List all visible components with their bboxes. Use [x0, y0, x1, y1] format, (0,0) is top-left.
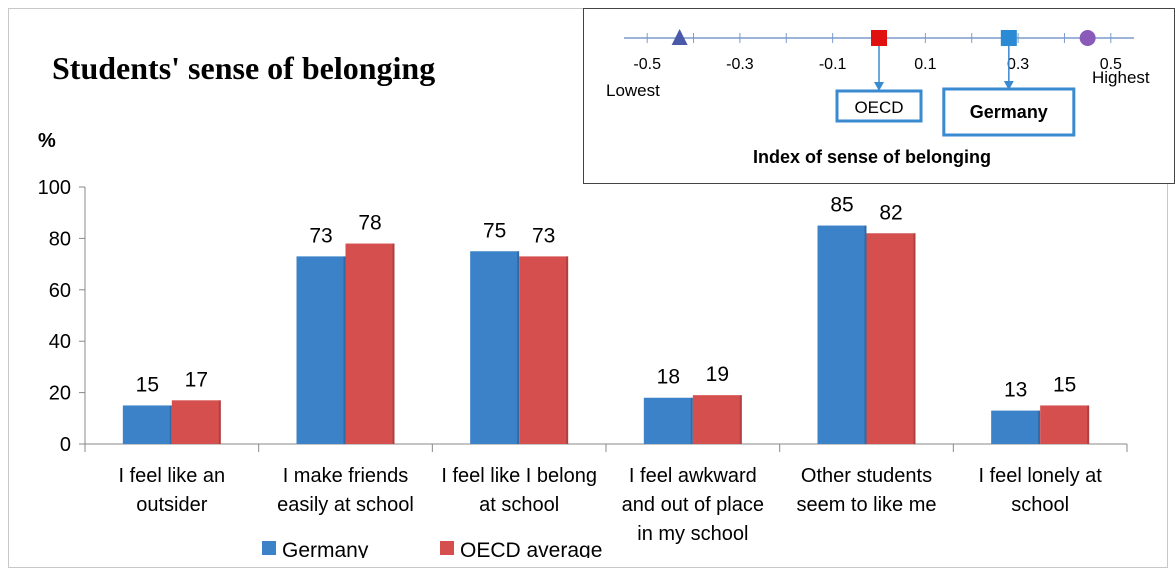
germany-bar [123, 405, 172, 444]
index-tick-label: -0.1 [819, 56, 847, 73]
index-lowest-label: Lowest [606, 81, 660, 100]
category-label: at school [479, 494, 559, 516]
category-label: and out of place [622, 494, 764, 516]
legend-label-oecd: OECD average [460, 539, 602, 558]
legend-label-germany: Germany [282, 539, 369, 558]
oecd-value-label: 17 [185, 368, 208, 391]
germany-value-label: 75 [483, 219, 506, 242]
category-label: I make friends [283, 465, 409, 487]
category-label: I feel like an [118, 465, 225, 487]
y-tick-label: 60 [49, 280, 71, 302]
oecd-bar [346, 244, 395, 444]
oecd-value-label: 19 [706, 363, 729, 386]
oecd-callout-label: OECD [854, 98, 903, 117]
y-tick-label: 80 [49, 228, 71, 250]
category-label: easily at school [277, 494, 414, 516]
index-highest-label: Highest [1092, 68, 1150, 87]
category-label: Other students [801, 465, 932, 487]
germany-bar [644, 398, 693, 444]
y-tick-label: 100 [38, 177, 71, 199]
index-tick-label: 0.1 [914, 56, 936, 73]
index-inset-panel: -0.5 -0.3 -0.1 0.1 0.3 0.5 Lowest Highest OECD Ge… [583, 8, 1175, 184]
category-label: in my school [637, 523, 748, 545]
index-chart-title: Index of sense of belonging [753, 147, 991, 167]
y-tick-label: 20 [49, 383, 71, 405]
oecd-bar [693, 395, 742, 444]
oecd-bar [519, 256, 568, 444]
germany-bar [297, 256, 346, 444]
germany-value-label: 85 [830, 194, 853, 217]
index-tick-label: -0.5 [633, 56, 661, 73]
germany-value-label: 13 [1004, 379, 1027, 402]
category-label: school [1011, 494, 1069, 516]
category-label: I feel lonely at [978, 465, 1102, 487]
oecd-value-label: 82 [879, 201, 902, 224]
category-label: outsider [136, 494, 207, 516]
index-tick-label: 0.3 [1007, 56, 1029, 73]
legend-swatch-germany [262, 541, 276, 555]
category-label: I feel like I belong [441, 465, 597, 487]
index-tick-label: -0.3 [726, 56, 754, 73]
oecd-bar [172, 400, 221, 444]
germany-value-label: 73 [309, 224, 332, 247]
category-label: I feel awkward [629, 465, 757, 487]
y-tick-label: 0 [60, 434, 71, 456]
germany-value-label: 18 [657, 366, 680, 389]
chart-title: Students' sense of belonging [52, 50, 435, 87]
oecd-bar [867, 233, 916, 444]
oecd-value-label: 78 [358, 212, 381, 235]
oecd-value-label: 73 [532, 224, 555, 247]
germany-bar [991, 411, 1040, 444]
germany-bar [470, 251, 519, 444]
oecd-square-marker [871, 30, 887, 46]
germany-callout-label: Germany [970, 102, 1048, 122]
lowest-triangle-marker [672, 29, 688, 45]
germany-value-label: 15 [136, 373, 159, 396]
oecd-bar [1040, 405, 1089, 444]
highest-circle-marker [1080, 30, 1096, 46]
oecd-value-label: 15 [1053, 373, 1076, 396]
legend-swatch-oecd [440, 541, 454, 555]
germany-square-marker [1001, 30, 1017, 46]
y-tick-label: 40 [49, 331, 71, 353]
category-label: seem to like me [796, 494, 936, 516]
germany-bar [818, 226, 867, 444]
y-axis-unit: % [38, 130, 56, 153]
